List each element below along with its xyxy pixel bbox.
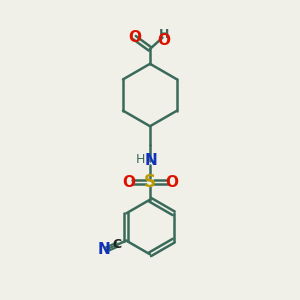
Text: C: C [113, 238, 122, 251]
Text: O: O [165, 175, 178, 190]
Text: O: O [158, 32, 170, 47]
Text: N: N [145, 154, 158, 169]
Text: O: O [122, 175, 135, 190]
Text: H: H [159, 28, 169, 41]
Text: O: O [128, 30, 141, 45]
Text: H: H [136, 153, 145, 166]
Text: S: S [144, 173, 156, 191]
Text: N: N [98, 242, 110, 257]
